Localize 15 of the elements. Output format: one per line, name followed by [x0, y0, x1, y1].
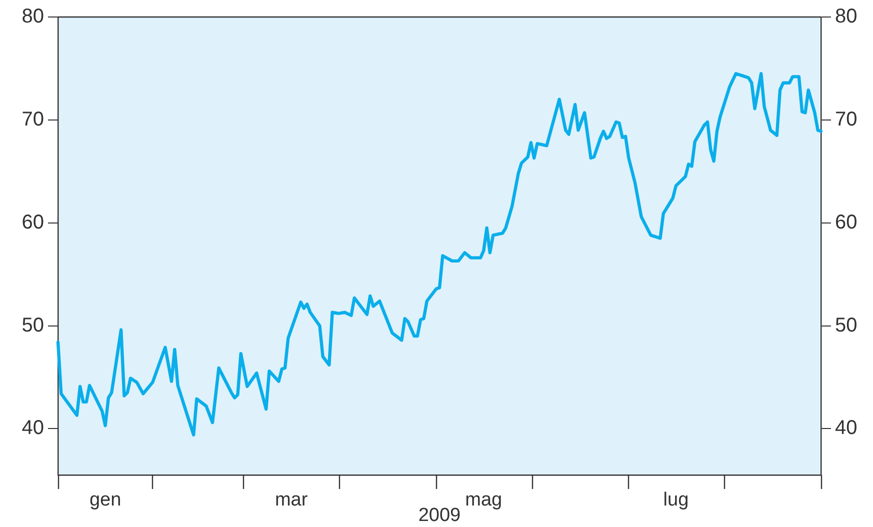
- y-tick-label: 40: [22, 417, 44, 440]
- y2-tick-label: 40: [835, 417, 858, 440]
- x-tick-label: lug: [663, 490, 689, 511]
- x-tick-label: mag: [465, 490, 502, 511]
- x-tick-label: mar: [274, 490, 308, 511]
- y2-tick-label: 50: [835, 314, 858, 336]
- y-tick-label: 60: [22, 211, 44, 234]
- y2-tick-label: 80: [835, 6, 858, 28]
- y2-tick-label: 70: [835, 108, 858, 130]
- y-tick-label: 50: [22, 314, 44, 336]
- y-tick-label: 80: [22, 6, 44, 28]
- x-tick-label: gen: [89, 490, 122, 511]
- y-tick-label: 70: [22, 108, 44, 130]
- x-axis-title: 2009: [418, 504, 461, 526]
- y2-tick-label: 60: [835, 211, 858, 234]
